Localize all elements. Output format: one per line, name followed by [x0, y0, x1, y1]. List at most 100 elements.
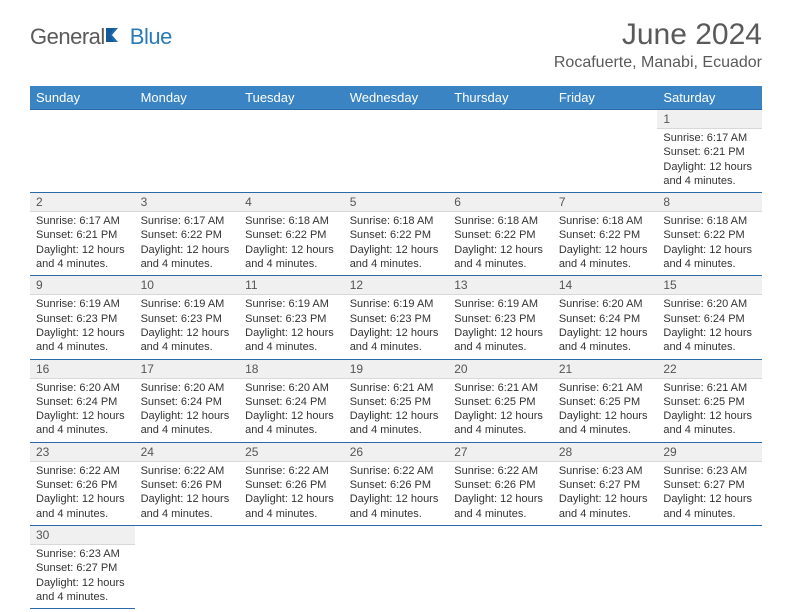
day-daylight1: Daylight: 12 hours — [141, 326, 234, 340]
day-body: Sunrise: 6:22 AMSunset: 6:26 PMDaylight:… — [344, 462, 449, 525]
day-body: Sunrise: 6:21 AMSunset: 6:25 PMDaylight:… — [657, 379, 762, 442]
day-daylight2: and 4 minutes. — [36, 340, 129, 354]
day-cell: 19Sunrise: 6:21 AMSunset: 6:25 PMDayligh… — [344, 359, 449, 442]
day-number: 5 — [344, 193, 449, 212]
day-daylight2: and 4 minutes. — [454, 340, 547, 354]
day-body: Sunrise: 6:22 AMSunset: 6:26 PMDaylight:… — [30, 462, 135, 525]
day-sunset: Sunset: 6:22 PM — [559, 228, 652, 242]
day-daylight2: and 4 minutes. — [245, 507, 338, 521]
header-saturday: Saturday — [657, 86, 762, 110]
day-cell: 1Sunrise: 6:17 AMSunset: 6:21 PMDaylight… — [657, 110, 762, 193]
day-sunrise: Sunrise: 6:20 AM — [36, 381, 129, 395]
day-number: 12 — [344, 276, 449, 295]
day-cell: 29Sunrise: 6:23 AMSunset: 6:27 PMDayligh… — [657, 442, 762, 525]
header-monday: Monday — [135, 86, 240, 110]
day-daylight1: Daylight: 12 hours — [454, 409, 547, 423]
day-body: Sunrise: 6:21 AMSunset: 6:25 PMDaylight:… — [344, 379, 449, 442]
day-number: 17 — [135, 360, 240, 379]
day-number: 6 — [448, 193, 553, 212]
day-daylight1: Daylight: 12 hours — [663, 243, 756, 257]
day-number: 24 — [135, 443, 240, 462]
day-body: Sunrise: 6:20 AMSunset: 6:24 PMDaylight:… — [657, 295, 762, 358]
page-location: Rocafuerte, Manabi, Ecuador — [554, 54, 762, 72]
day-cell: 3Sunrise: 6:17 AMSunset: 6:22 PMDaylight… — [135, 193, 240, 276]
day-number: 20 — [448, 360, 553, 379]
calendar-table: Sunday Monday Tuesday Wednesday Thursday… — [30, 86, 762, 609]
day-sunset: Sunset: 6:25 PM — [454, 395, 547, 409]
day-number: 8 — [657, 193, 762, 212]
calendar-header-row: Sunday Monday Tuesday Wednesday Thursday… — [30, 86, 762, 110]
day-sunrise: Sunrise: 6:23 AM — [36, 547, 129, 561]
day-cell: 18Sunrise: 6:20 AMSunset: 6:24 PMDayligh… — [239, 359, 344, 442]
day-number: 3 — [135, 193, 240, 212]
day-number: 2 — [30, 193, 135, 212]
day-sunrise: Sunrise: 6:17 AM — [141, 214, 234, 228]
logo: General Blue — [30, 24, 172, 50]
title-block: June 2024 Rocafuerte, Manabi, Ecuador — [554, 18, 762, 72]
empty-cell — [135, 110, 240, 193]
day-body: Sunrise: 6:18 AMSunset: 6:22 PMDaylight:… — [239, 212, 344, 275]
day-sunrise: Sunrise: 6:18 AM — [350, 214, 443, 228]
day-daylight1: Daylight: 12 hours — [454, 492, 547, 506]
day-daylight2: and 4 minutes. — [36, 423, 129, 437]
day-daylight2: and 4 minutes. — [141, 257, 234, 271]
calendar-row: 30Sunrise: 6:23 AMSunset: 6:27 PMDayligh… — [30, 525, 762, 608]
day-daylight2: and 4 minutes. — [454, 257, 547, 271]
day-cell: 13Sunrise: 6:19 AMSunset: 6:23 PMDayligh… — [448, 276, 553, 359]
day-cell: 27Sunrise: 6:22 AMSunset: 6:26 PMDayligh… — [448, 442, 553, 525]
day-daylight1: Daylight: 12 hours — [559, 326, 652, 340]
day-sunset: Sunset: 6:22 PM — [141, 228, 234, 242]
day-number: 4 — [239, 193, 344, 212]
day-sunset: Sunset: 6:27 PM — [559, 478, 652, 492]
day-daylight2: and 4 minutes. — [454, 507, 547, 521]
day-cell: 17Sunrise: 6:20 AMSunset: 6:24 PMDayligh… — [135, 359, 240, 442]
empty-cell — [239, 525, 344, 608]
day-cell: 4Sunrise: 6:18 AMSunset: 6:22 PMDaylight… — [239, 193, 344, 276]
day-sunset: Sunset: 6:25 PM — [559, 395, 652, 409]
day-sunrise: Sunrise: 6:17 AM — [36, 214, 129, 228]
day-body: Sunrise: 6:18 AMSunset: 6:22 PMDaylight:… — [448, 212, 553, 275]
day-sunset: Sunset: 6:23 PM — [350, 312, 443, 326]
day-sunset: Sunset: 6:27 PM — [663, 478, 756, 492]
day-sunset: Sunset: 6:23 PM — [454, 312, 547, 326]
day-daylight2: and 4 minutes. — [36, 590, 129, 604]
day-daylight2: and 4 minutes. — [350, 507, 443, 521]
day-sunset: Sunset: 6:25 PM — [350, 395, 443, 409]
day-daylight1: Daylight: 12 hours — [141, 409, 234, 423]
day-body: Sunrise: 6:23 AMSunset: 6:27 PMDaylight:… — [657, 462, 762, 525]
day-daylight2: and 4 minutes. — [663, 423, 756, 437]
header: General Blue June 2024 Rocafuerte, Manab… — [0, 0, 792, 80]
day-number: 28 — [553, 443, 658, 462]
day-cell: 10Sunrise: 6:19 AMSunset: 6:23 PMDayligh… — [135, 276, 240, 359]
day-sunset: Sunset: 6:23 PM — [141, 312, 234, 326]
day-body: Sunrise: 6:20 AMSunset: 6:24 PMDaylight:… — [239, 379, 344, 442]
day-sunrise: Sunrise: 6:20 AM — [245, 381, 338, 395]
day-body: Sunrise: 6:18 AMSunset: 6:22 PMDaylight:… — [657, 212, 762, 275]
day-daylight1: Daylight: 12 hours — [663, 492, 756, 506]
day-sunrise: Sunrise: 6:22 AM — [350, 464, 443, 478]
day-sunrise: Sunrise: 6:23 AM — [559, 464, 652, 478]
day-sunrise: Sunrise: 6:21 AM — [559, 381, 652, 395]
day-daylight2: and 4 minutes. — [245, 340, 338, 354]
day-daylight1: Daylight: 12 hours — [350, 243, 443, 257]
day-daylight1: Daylight: 12 hours — [36, 492, 129, 506]
day-number: 15 — [657, 276, 762, 295]
day-daylight2: and 4 minutes. — [559, 340, 652, 354]
day-daylight2: and 4 minutes. — [663, 507, 756, 521]
day-sunrise: Sunrise: 6:22 AM — [36, 464, 129, 478]
empty-cell — [239, 110, 344, 193]
day-sunset: Sunset: 6:26 PM — [36, 478, 129, 492]
day-daylight1: Daylight: 12 hours — [559, 409, 652, 423]
day-daylight2: and 4 minutes. — [36, 257, 129, 271]
day-daylight1: Daylight: 12 hours — [559, 492, 652, 506]
day-number: 11 — [239, 276, 344, 295]
day-daylight1: Daylight: 12 hours — [663, 409, 756, 423]
day-daylight2: and 4 minutes. — [663, 340, 756, 354]
calendar-row: 23Sunrise: 6:22 AMSunset: 6:26 PMDayligh… — [30, 442, 762, 525]
day-daylight1: Daylight: 12 hours — [245, 243, 338, 257]
day-cell: 12Sunrise: 6:19 AMSunset: 6:23 PMDayligh… — [344, 276, 449, 359]
day-body: Sunrise: 6:22 AMSunset: 6:26 PMDaylight:… — [135, 462, 240, 525]
day-number: 21 — [553, 360, 658, 379]
day-daylight2: and 4 minutes. — [245, 423, 338, 437]
day-body: Sunrise: 6:23 AMSunset: 6:27 PMDaylight:… — [30, 545, 135, 608]
